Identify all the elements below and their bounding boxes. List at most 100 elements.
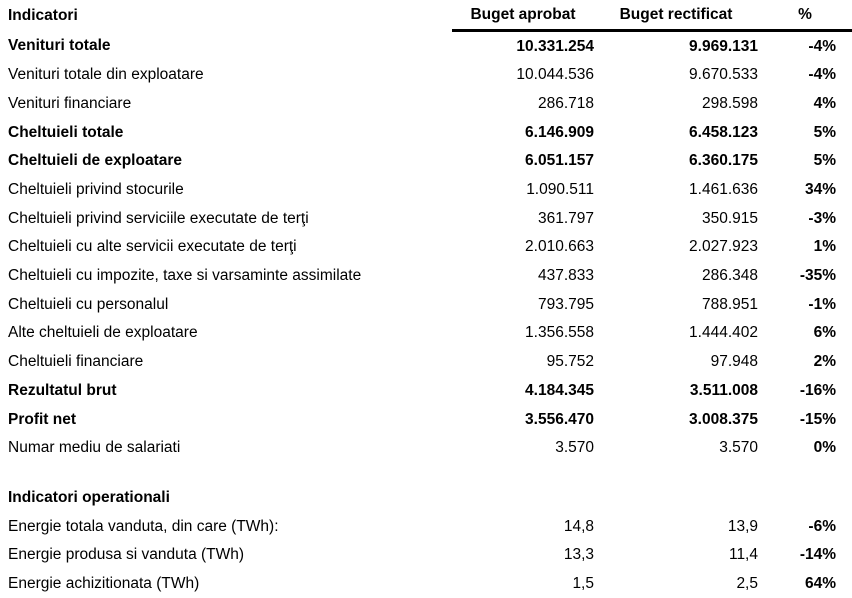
table-row: Venituri totale 10.331.254 9.969.131 -4% — [0, 31, 852, 61]
table-header: Indicatori Buget aprobat Buget rectifica… — [0, 0, 852, 32]
row-label: Indicatori operationali — [8, 488, 170, 506]
value-buget-aprobat: 95.752 — [546, 353, 594, 371]
row-label: Cheltuieli de exploatare — [8, 152, 182, 170]
row-label: Cheltuieli privind serviciile executate … — [8, 209, 309, 227]
table-row: Cheltuieli cu personalul 793.795 788.951 -1… — [0, 290, 852, 319]
value-percent: -6% — [808, 517, 836, 535]
table-row: Cheltuieli totale 6.146.909 6.458.123 5% — [0, 118, 852, 147]
value-percent: -14% — [799, 546, 836, 564]
value-percent: -16% — [799, 381, 836, 399]
value-percent: 5% — [813, 123, 836, 141]
column-header-buget-rectificat: Buget rectificat — [594, 0, 758, 32]
value-buget-rectificat — [594, 462, 758, 483]
section-header-row: Indicatori operationali — [0, 483, 852, 512]
value-buget-rectificat: 2,5 — [736, 574, 758, 592]
row-label: Cheltuieli totale — [8, 123, 124, 141]
value-percent: 5% — [813, 152, 836, 170]
value-buget-aprobat — [452, 462, 594, 483]
value-buget-aprobat: 1.356.558 — [525, 324, 594, 342]
table-row: Energie totala vanduta, din care (TWh): 1… — [0, 512, 852, 541]
row-label — [0, 462, 452, 483]
row-label: Rezultatul brut — [8, 381, 117, 399]
table-row: Cheltuieli financiare 95.752 97.948 2% — [0, 348, 852, 377]
column-header-percent: % — [758, 0, 852, 32]
row-label: Energie totala vanduta, din care (TWh): — [8, 517, 279, 535]
table-row: Cheltuieli de exploatare 6.051.157 6.360.1… — [0, 147, 852, 176]
table-row: Cheltuieli privind serviciile executate … — [0, 204, 852, 233]
value-buget-aprobat: 10.044.536 — [516, 66, 594, 84]
value-buget-rectificat: 6.458.123 — [689, 123, 758, 141]
table-row: Venituri financiare 286.718 298.598 4% — [0, 89, 852, 118]
value-percent: -3% — [808, 209, 836, 227]
value-percent — [758, 462, 852, 483]
value-buget-rectificat: 9.969.131 — [689, 37, 758, 55]
value-percent: 64% — [804, 574, 836, 592]
row-label: Venituri financiare — [8, 94, 132, 112]
table-row: Venituri totale din exploatare 10.044.536… — [0, 61, 852, 90]
value-buget-rectificat: 97.948 — [710, 353, 758, 371]
table-row: Numar mediu de salariati 3.570 3.570 0% — [0, 434, 852, 463]
value-buget-aprobat: 361.797 — [537, 209, 594, 227]
value-buget-rectificat: 286.348 — [701, 267, 758, 285]
spacer-row — [0, 462, 852, 483]
value-percent: -4% — [808, 66, 836, 84]
row-label: Cheltuieli privind stocurile — [8, 181, 184, 199]
value-buget-rectificat: 788.951 — [701, 295, 758, 313]
value-buget-aprobat: 13,3 — [563, 546, 594, 564]
value-buget-aprobat: 1.090.511 — [526, 181, 594, 199]
value-buget-aprobat: 1,5 — [572, 574, 594, 592]
table-row: Energie achizitionata (TWh) 1,5 2,5 64% — [0, 569, 852, 598]
table-row: Cheltuieli cu impozite, taxe si varsamin… — [0, 262, 852, 291]
value-buget-rectificat: 3.511.008 — [689, 381, 758, 399]
value-percent: 0% — [813, 439, 836, 457]
value-percent: -1% — [808, 295, 836, 313]
value-buget-aprobat: 10.331.254 — [516, 37, 594, 55]
row-label: Venituri totale din exploatare — [8, 66, 204, 84]
row-label: Numar mediu de salariati — [8, 439, 181, 457]
value-buget-aprobat: 2.010.663 — [525, 238, 594, 256]
row-label: Profit net — [8, 410, 77, 428]
value-buget-rectificat: 2.027.923 — [689, 238, 758, 256]
value-buget-aprobat: 6.146.909 — [525, 123, 594, 141]
value-percent: 1% — [813, 238, 836, 256]
value-buget-rectificat: 3.570 — [719, 439, 758, 457]
row-label: Venituri totale — [8, 36, 111, 54]
value-percent: -15% — [799, 410, 836, 428]
value-buget-aprobat: 4.184.345 — [525, 381, 594, 399]
row-label: Cheltuieli cu personalul — [8, 295, 169, 313]
table-row: Alte cheltuieli de exploatare 1.356.558 1.… — [0, 319, 852, 348]
table-row: Cheltuieli privind stocurile 1.090.511 1.4… — [0, 175, 852, 204]
table-row: Cheltuieli cu alte servicii executate de… — [0, 233, 852, 262]
column-header-indicatori: Indicatori — [8, 6, 78, 24]
value-percent: 34% — [804, 181, 836, 199]
value-buget-rectificat: 11,4 — [728, 546, 758, 564]
value-buget-aprobat: 3.556.470 — [525, 410, 594, 428]
value-buget-aprobat: 14,8 — [563, 517, 594, 535]
value-buget-aprobat: 6.051.157 — [525, 152, 594, 170]
value-buget-rectificat: 298.598 — [701, 94, 758, 112]
value-buget-aprobat: 793.795 — [537, 295, 594, 313]
value-buget-rectificat: 9.670.533 — [689, 66, 758, 84]
value-percent — [758, 483, 852, 512]
table-row: Energie produsa si vanduta (TWh) 13,3 11,4… — [0, 541, 852, 570]
value-buget-rectificat: 350.915 — [701, 209, 758, 227]
column-header-buget-aprobat: Buget aprobat — [452, 0, 594, 32]
row-label: Energie achizitionata (TWh) — [8, 574, 200, 592]
value-buget-aprobat: 437.833 — [537, 267, 594, 285]
value-buget-aprobat — [452, 483, 594, 512]
header-row: Indicatori Buget aprobat Buget rectifica… — [0, 0, 852, 32]
value-percent: -35% — [799, 267, 836, 285]
value-buget-rectificat: 6.360.175 — [689, 152, 758, 170]
value-buget-aprobat: 3.570 — [555, 439, 594, 457]
table-row: Profit net 3.556.470 3.008.375 -15% — [0, 405, 852, 434]
value-percent: 4% — [813, 94, 836, 112]
row-label: Cheltuieli cu impozite, taxe si varsamin… — [8, 267, 362, 285]
value-buget-rectificat: 1.461.636 — [689, 181, 758, 199]
table-row: Rezultatul brut 4.184.345 3.511.008 -16% — [0, 376, 852, 405]
value-percent: 6% — [813, 324, 836, 342]
value-buget-rectificat: 1.444.402 — [689, 324, 758, 342]
row-label: Cheltuieli financiare — [8, 353, 144, 371]
value-percent: -4% — [808, 37, 836, 55]
